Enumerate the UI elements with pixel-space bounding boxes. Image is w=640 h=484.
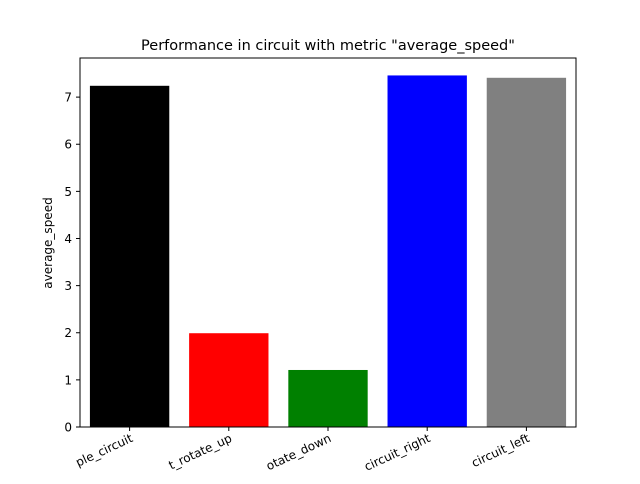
bar-simple_circuit_right (387, 75, 467, 427)
y-axis-ticks: 0 1 2 3 4 5 6 7 (64, 91, 80, 435)
bar-simple_circuit_rotate_down (288, 369, 368, 427)
y-tick-label: 0 (64, 421, 72, 435)
y-tick-label: 4 (64, 232, 72, 246)
y-tick-label: 5 (64, 185, 72, 199)
bar-simple_circuit (89, 85, 170, 428)
bar-simple_circuit_rotate_up (189, 333, 269, 427)
y-tick-label: 7 (64, 91, 72, 105)
y-axis-label: average_speed (41, 197, 55, 288)
bar-series (89, 75, 567, 428)
y-tick-label: 2 (64, 326, 72, 340)
y-tick-label: 3 (64, 279, 72, 293)
y-tick-label: 6 (64, 138, 72, 152)
plot-frame (79, 57, 577, 428)
chart-title: Performance in circuit with metric "aver… (141, 38, 515, 54)
y-tick-label: 1 (64, 373, 72, 387)
bar-simple_circuit_left (486, 77, 567, 427)
